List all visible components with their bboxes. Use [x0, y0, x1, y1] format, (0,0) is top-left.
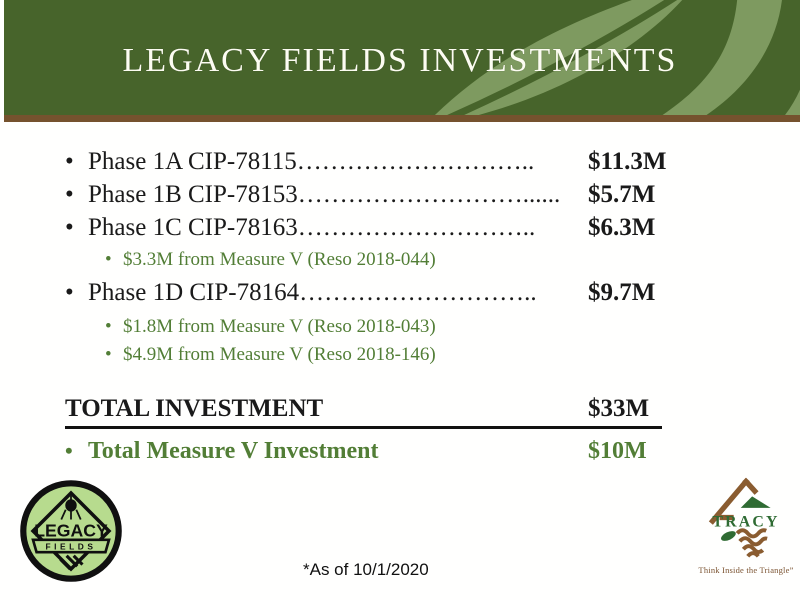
investment-label: Phase 1A CIP-78115………………………..: [88, 148, 535, 175]
measure-v-sub-label: $3.3M from Measure V (Reso 2018-044): [123, 249, 436, 270]
header-banner: LEGACY FIELDS INVESTMENTS: [0, 0, 800, 115]
total-investment-row: TOTAL INVESTMENT $33M: [65, 393, 662, 429]
investment-row-phase-1a: • Phase 1A CIP-78115……………………….. $11.3M: [65, 145, 667, 178]
header-divider: [0, 115, 800, 122]
investment-row-phase-1c: • Phase 1C CIP-78163……………………….. $6.3M: [65, 211, 665, 244]
bullet-icon: •: [65, 214, 74, 241]
measure-v-sub-label: $4.9M from Measure V (Reso 2018-146): [123, 344, 436, 365]
measure-v-sub-item: • $1.8M from Measure V (Reso 2018-043): [105, 313, 665, 341]
investment-amount: $5.7M: [588, 181, 656, 208]
legacy-logo-wordmark: LEGACY: [34, 520, 108, 540]
legacy-fields-logo: LEGACY FIELDS: [18, 478, 124, 584]
measure-v-sub-item: • $3.3M from Measure V (Reso 2018-044): [105, 246, 665, 274]
leaf-icon: [721, 531, 736, 541]
tracy-tagline: Think Inside the Triangle”: [698, 565, 794, 575]
legacy-fields-logo-graphic: LEGACY FIELDS: [20, 480, 122, 582]
bullet-icon: •: [65, 181, 74, 208]
investment-row-phase-1b: • Phase 1B CIP-78153………………………...... $5.7…: [65, 178, 665, 211]
left-edge-gap: [0, 0, 4, 122]
bullet-icon: •: [105, 344, 112, 365]
water-tower-icon: [60, 495, 82, 520]
measure-v-total-amount: $10M: [588, 438, 647, 464]
tracy-logo-wordmark: TRACY: [712, 513, 779, 530]
measure-v-total-label: Total Measure V Investment: [88, 438, 379, 464]
bullet-icon: •: [65, 438, 73, 463]
bullet-icon: •: [65, 148, 74, 175]
total-investment-label: TOTAL INVESTMENT: [65, 395, 324, 422]
bullet-icon: •: [105, 249, 112, 270]
total-investment-amount: $33M: [588, 395, 650, 422]
investment-amount: $11.3M: [588, 148, 667, 175]
investment-amount: $6.3M: [588, 214, 656, 241]
leaf-pattern-graphic: [0, 0, 800, 115]
investment-label: Phase 1C CIP-78163………………………..: [88, 214, 536, 241]
measure-v-sub-item: • $4.9M from Measure V (Reso 2018-146): [105, 341, 665, 369]
measure-v-sub-label: $1.8M from Measure V (Reso 2018-043): [123, 316, 436, 337]
investment-label: Phase 1B CIP-78153………………………......: [88, 181, 561, 208]
page-title: LEGACY FIELDS INVESTMENTS: [122, 41, 678, 79]
tracy-logo-graphic: TRACY: [708, 477, 779, 558]
measure-v-total-row: • Total Measure V Investment $10M: [65, 434, 665, 468]
investment-amount: $9.7M: [588, 279, 656, 306]
tracy-city-logo: TRACY Think Inside the Triangle”: [698, 470, 794, 575]
investment-row-phase-1d: • Phase 1D CIP-78164……………………….. $9.7M: [65, 276, 665, 309]
bullet-icon: •: [105, 316, 112, 337]
legacy-logo-banner-text: FIELDS: [46, 542, 97, 552]
waves-icon: [735, 528, 768, 558]
investment-list: • Phase 1A CIP-78115……………………….. $11.3M •…: [65, 122, 667, 468]
bullet-icon: •: [65, 279, 74, 306]
investment-label: Phase 1D CIP-78164………………………..: [88, 279, 537, 306]
as-of-date-footnote: *As of 10/1/2020: [303, 560, 429, 579]
